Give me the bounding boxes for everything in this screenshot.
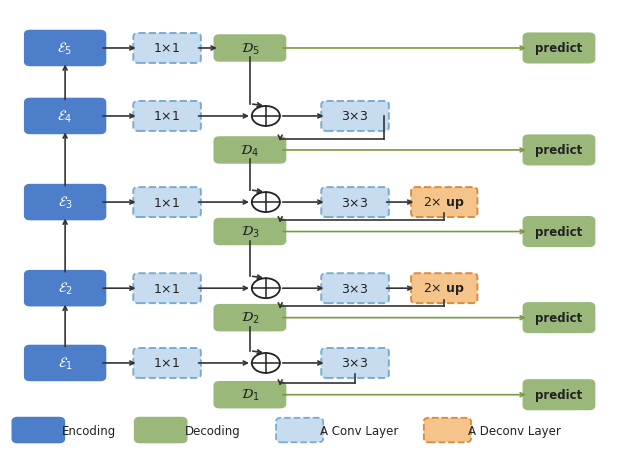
Text: predict: predict: [535, 226, 582, 238]
FancyBboxPatch shape: [214, 382, 285, 408]
Text: A Deconv Layer: A Deconv Layer: [468, 424, 561, 437]
Text: $1{\times}1$: $1{\times}1$: [154, 357, 180, 369]
Text: Encoding: Encoding: [62, 424, 116, 437]
Text: $3{\times}3$: $3{\times}3$: [341, 110, 369, 123]
FancyBboxPatch shape: [524, 136, 595, 165]
Text: $\mathcal{E}_3$: $\mathcal{E}_3$: [58, 194, 73, 211]
Text: $3{\times}3$: $3{\times}3$: [341, 196, 369, 209]
Text: A Conv Layer: A Conv Layer: [320, 424, 398, 437]
FancyBboxPatch shape: [25, 186, 105, 220]
Text: $\mathcal{D}_1$: $\mathcal{D}_1$: [241, 387, 259, 403]
Text: $2{\times}$ up: $2{\times}$ up: [423, 281, 465, 297]
Text: $\mathcal{E}_4$: $\mathcal{E}_4$: [58, 109, 73, 125]
Text: $2{\times}$ up: $2{\times}$ up: [423, 195, 465, 211]
FancyBboxPatch shape: [133, 102, 201, 131]
FancyBboxPatch shape: [524, 380, 595, 410]
FancyBboxPatch shape: [411, 273, 477, 303]
FancyBboxPatch shape: [214, 36, 285, 61]
Text: $3{\times}3$: $3{\times}3$: [341, 357, 369, 369]
Text: predict: predict: [535, 312, 582, 324]
Text: $1{\times}1$: $1{\times}1$: [154, 110, 180, 123]
Text: $\mathcal{E}_1$: $\mathcal{E}_1$: [58, 355, 73, 371]
FancyBboxPatch shape: [133, 273, 201, 303]
FancyBboxPatch shape: [321, 348, 389, 378]
FancyBboxPatch shape: [524, 303, 595, 333]
Text: $\mathcal{D}_3$: $\mathcal{D}_3$: [241, 224, 259, 240]
FancyBboxPatch shape: [25, 346, 105, 380]
FancyBboxPatch shape: [524, 217, 595, 247]
FancyBboxPatch shape: [321, 102, 389, 131]
Text: predict: predict: [535, 388, 582, 401]
FancyBboxPatch shape: [133, 188, 201, 217]
FancyBboxPatch shape: [524, 35, 595, 63]
Text: Decoding: Decoding: [185, 424, 241, 437]
FancyBboxPatch shape: [13, 418, 64, 442]
Text: predict: predict: [535, 144, 582, 157]
FancyBboxPatch shape: [214, 219, 285, 245]
Text: $\mathcal{D}_5$: $\mathcal{D}_5$: [241, 41, 259, 56]
Text: predict: predict: [535, 42, 582, 56]
FancyBboxPatch shape: [133, 348, 201, 378]
Text: $\mathcal{D}_2$: $\mathcal{D}_2$: [241, 310, 259, 326]
Text: $\mathcal{E}_2$: $\mathcal{E}_2$: [58, 280, 72, 297]
FancyBboxPatch shape: [424, 418, 471, 442]
Text: $1{\times}1$: $1{\times}1$: [154, 196, 180, 209]
Text: $3{\times}3$: $3{\times}3$: [341, 282, 369, 295]
FancyBboxPatch shape: [25, 271, 105, 306]
Text: $\mathcal{D}_4$: $\mathcal{D}_4$: [241, 143, 259, 158]
FancyBboxPatch shape: [25, 32, 105, 66]
FancyBboxPatch shape: [135, 418, 186, 442]
Text: $\mathcal{E}_5$: $\mathcal{E}_5$: [58, 40, 73, 57]
FancyBboxPatch shape: [321, 273, 389, 303]
FancyBboxPatch shape: [411, 188, 477, 217]
FancyBboxPatch shape: [25, 100, 105, 134]
Text: $1{\times}1$: $1{\times}1$: [154, 42, 180, 56]
FancyBboxPatch shape: [214, 305, 285, 331]
FancyBboxPatch shape: [133, 34, 201, 64]
FancyBboxPatch shape: [321, 188, 389, 217]
Text: $1{\times}1$: $1{\times}1$: [154, 282, 180, 295]
FancyBboxPatch shape: [214, 138, 285, 163]
FancyBboxPatch shape: [276, 418, 323, 442]
